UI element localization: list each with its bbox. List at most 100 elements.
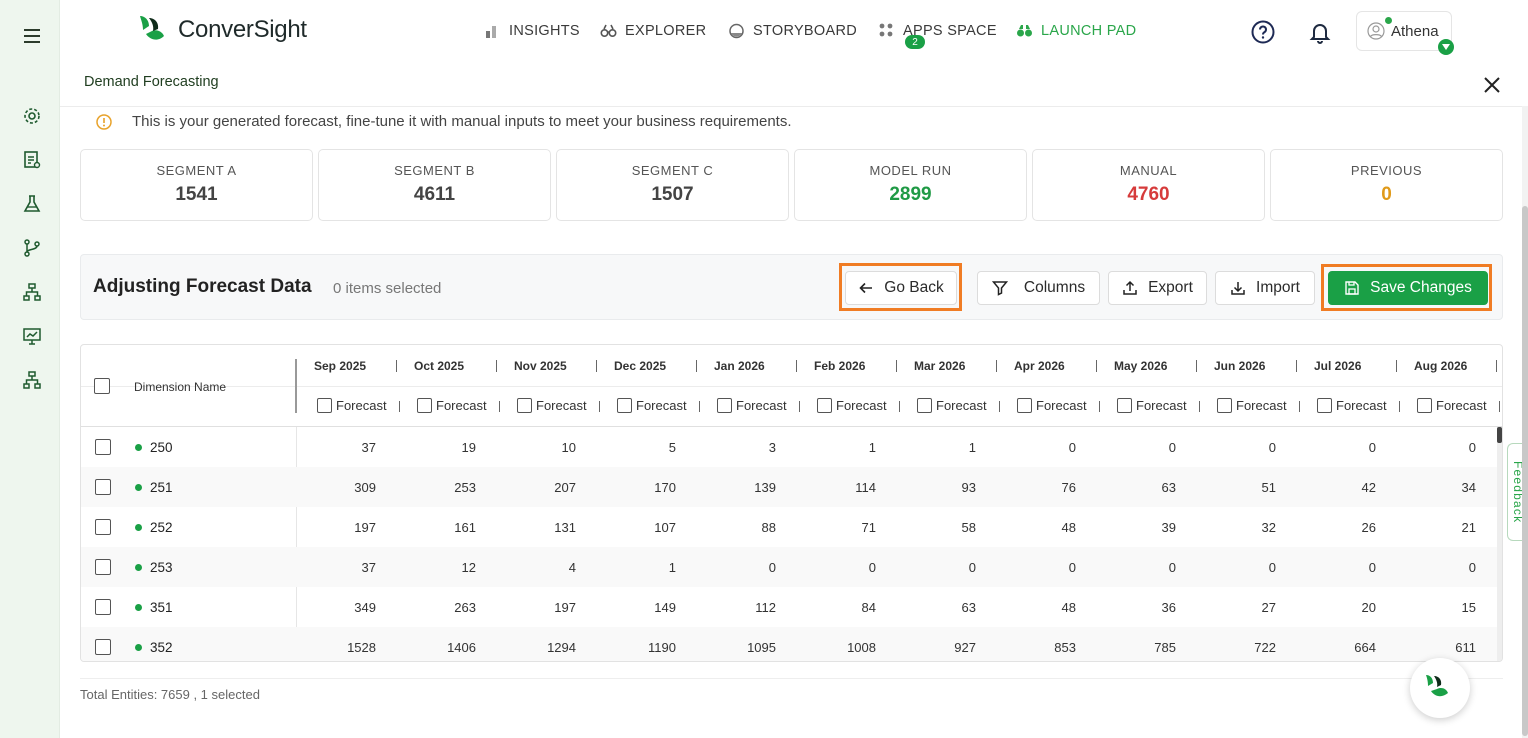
row-checkbox[interactable] [95,639,111,655]
forecast-value-cell[interactable]: 112 [755,600,776,615]
forecast-column-checkbox[interactable] [817,398,832,413]
month-header[interactable]: Jan 2026 [714,359,765,373]
forecast-value-cell[interactable]: 26 [1361,520,1376,535]
notification-bell-icon[interactable] [1307,19,1333,45]
forecast-value-cell[interactable]: 71 [861,520,876,535]
month-header[interactable]: Mar 2026 [914,359,966,373]
forecast-value-cell[interactable]: 88 [761,520,776,535]
forecast-column-checkbox[interactable] [1417,398,1432,413]
forecast-value-cell[interactable]: 5 [668,440,676,455]
month-header[interactable]: Oct 2025 [414,359,465,373]
forecast-value-cell[interactable]: 48 [1061,600,1076,615]
month-header[interactable]: Sep 2025 [314,359,367,373]
forecast-value-cell[interactable]: 0 [1468,440,1476,455]
forecast-column-checkbox[interactable] [617,398,632,413]
branch-icon[interactable] [20,236,44,260]
forecast-value-cell[interactable]: 63 [1161,480,1176,495]
brand-logo[interactable]: ConverSight [136,14,307,46]
forecast-value-cell[interactable]: 207 [554,480,576,495]
forecast-value-cell[interactable]: 10 [561,440,576,455]
columns-button[interactable]: Columns [977,271,1100,305]
forecast-value-cell[interactable]: 37 [361,560,376,575]
forecast-value-cell[interactable]: 927 [954,640,976,655]
user-dropdown-caret-icon[interactable] [1438,39,1454,55]
forecast-value-cell[interactable]: 32 [1261,520,1276,535]
forecast-value-cell[interactable]: 84 [861,600,876,615]
forecast-value-cell[interactable]: 51 [1261,480,1276,495]
hamburger-menu-icon[interactable] [20,24,44,48]
forecast-value-cell[interactable]: 0 [768,560,776,575]
forecast-value-cell[interactable]: 1528 [347,640,376,655]
table-row[interactable]: 250 37 19 10 5 3 1 1 0 0 0 0 0 [81,427,1499,467]
save-changes-button[interactable]: Save Changes [1328,271,1488,305]
forecast-value-cell[interactable]: 42 [1361,480,1376,495]
row-checkbox[interactable] [95,559,111,575]
forecast-value-cell[interactable]: 197 [554,600,576,615]
forecast-value-cell[interactable]: 253 [454,480,476,495]
forecast-value-cell[interactable]: 0 [1268,560,1276,575]
forecast-value-cell[interactable]: 4 [568,560,576,575]
page-scrollbar[interactable] [1522,106,1528,738]
forecast-value-cell[interactable]: 107 [654,520,676,535]
nav-apps-space[interactable]: APPS SPACE [878,22,997,39]
row-checkbox[interactable] [95,599,111,615]
forecast-value-cell[interactable]: 3 [768,440,776,455]
forecast-value-cell[interactable]: 785 [1154,640,1176,655]
forecast-value-cell[interactable]: 611 [1455,640,1476,655]
forecast-value-cell[interactable]: 0 [868,560,876,575]
forecast-value-cell[interactable]: 0 [1168,560,1176,575]
forecast-column-checkbox[interactable] [317,398,332,413]
presentation-chart-icon[interactable] [20,324,44,348]
forecast-value-cell[interactable]: 1406 [447,640,476,655]
org-structure-icon[interactable] [20,368,44,392]
page-scrollbar-thumb[interactable] [1522,206,1528,736]
export-button[interactable]: Export [1108,271,1207,305]
forecast-value-cell[interactable]: 37 [361,440,376,455]
forecast-column-checkbox[interactable] [1217,398,1232,413]
nav-explorer[interactable]: EXPLORER [600,22,706,39]
month-header[interactable]: Jul 2026 [1314,359,1362,373]
report-icon[interactable] [20,148,44,172]
forecast-value-cell[interactable]: 0 [1368,440,1376,455]
forecast-value-cell[interactable]: 0 [1268,440,1276,455]
hierarchy-icon[interactable] [20,280,44,304]
month-header[interactable]: Feb 2026 [814,359,866,373]
scrollbar-thumb[interactable] [1497,427,1502,443]
forecast-value-cell[interactable]: 12 [461,560,476,575]
table-row[interactable]: 253 37 12 4 1 0 0 0 0 0 0 0 0 [81,547,1499,587]
forecast-value-cell[interactable]: 1 [668,560,676,575]
row-checkbox[interactable] [95,439,111,455]
row-checkbox[interactable] [95,519,111,535]
forecast-value-cell[interactable]: 0 [1068,440,1076,455]
forecast-value-cell[interactable]: 0 [1368,560,1376,575]
table-row[interactable]: 251 309 253 207 170 139 114 93 76 63 51 42 34 [81,467,1499,507]
select-all-checkbox[interactable] [94,378,110,394]
forecast-value-cell[interactable]: 20 [1361,600,1376,615]
forecast-value-cell[interactable]: 39 [1161,520,1176,535]
forecast-value-cell[interactable]: 197 [354,520,376,535]
forecast-column-checkbox[interactable] [417,398,432,413]
forecast-value-cell[interactable]: 0 [1468,560,1476,575]
forecast-value-cell[interactable]: 664 [1354,640,1376,655]
forecast-column-checkbox[interactable] [917,398,932,413]
table-row[interactable]: 252 197 161 131 107 88 71 58 48 39 32 26 21 [81,507,1499,547]
table-vertical-scrollbar[interactable] [1497,427,1502,661]
forecast-value-cell[interactable]: 34 [1461,480,1476,495]
forecast-value-cell[interactable]: 27 [1261,600,1276,615]
forecast-value-cell[interactable]: 48 [1061,520,1076,535]
forecast-value-cell[interactable]: 0 [1168,440,1176,455]
forecast-column-checkbox[interactable] [717,398,732,413]
table-row[interactable]: 351 349 263 197 149 112 84 63 48 36 27 20 15 [81,587,1499,627]
help-icon[interactable] [1250,19,1276,45]
forecast-value-cell[interactable]: 93 [961,480,976,495]
forecast-value-cell[interactable]: 853 [1054,640,1076,655]
user-menu[interactable]: Athena [1356,11,1452,51]
forecast-column-checkbox[interactable] [1317,398,1332,413]
forecast-value-cell[interactable]: 21 [1461,520,1476,535]
chat-assistant-button[interactable] [1410,658,1470,718]
forecast-value-cell[interactable]: 76 [1061,480,1076,495]
forecast-value-cell[interactable]: 1 [968,440,976,455]
forecast-column-checkbox[interactable] [517,398,532,413]
forecast-value-cell[interactable]: 1095 [747,640,776,655]
forecast-value-cell[interactable]: 722 [1254,640,1276,655]
